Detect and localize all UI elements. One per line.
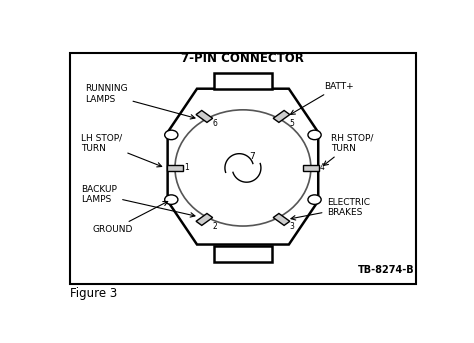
Text: BATT+: BATT+ xyxy=(291,82,353,115)
Bar xyxy=(213,246,272,262)
Text: 7-PIN CONNECTOR: 7-PIN CONNECTOR xyxy=(182,52,304,65)
Text: BACKUP
LAMPS: BACKUP LAMPS xyxy=(82,185,195,217)
Bar xyxy=(273,110,290,122)
Bar xyxy=(196,213,213,225)
Text: ELECTRIC
BRAKES: ELECTRIC BRAKES xyxy=(291,198,370,220)
Bar xyxy=(213,73,272,89)
Text: RUNNING
LAMPS: RUNNING LAMPS xyxy=(85,84,195,119)
Polygon shape xyxy=(168,89,318,245)
Text: 2: 2 xyxy=(212,222,217,231)
Text: LH STOP/
TURN: LH STOP/ TURN xyxy=(82,133,162,167)
Text: 3: 3 xyxy=(290,222,294,231)
Text: 5: 5 xyxy=(290,119,294,128)
Circle shape xyxy=(164,195,178,204)
Bar xyxy=(196,110,213,122)
Circle shape xyxy=(308,130,321,140)
Bar xyxy=(70,53,416,284)
Text: Figure 3: Figure 3 xyxy=(70,287,118,300)
Text: 6: 6 xyxy=(212,119,217,128)
Text: RH STOP/
TURN: RH STOP/ TURN xyxy=(324,133,374,165)
Circle shape xyxy=(308,195,321,204)
Bar xyxy=(303,165,319,171)
Ellipse shape xyxy=(175,110,311,226)
Bar xyxy=(167,165,182,171)
Text: 4: 4 xyxy=(319,163,325,173)
Text: 1: 1 xyxy=(184,163,189,173)
Bar xyxy=(273,213,290,225)
Circle shape xyxy=(164,130,178,140)
Text: 7: 7 xyxy=(249,152,255,161)
Text: TB-8274-B: TB-8274-B xyxy=(358,264,414,275)
Text: GROUND: GROUND xyxy=(92,201,168,235)
